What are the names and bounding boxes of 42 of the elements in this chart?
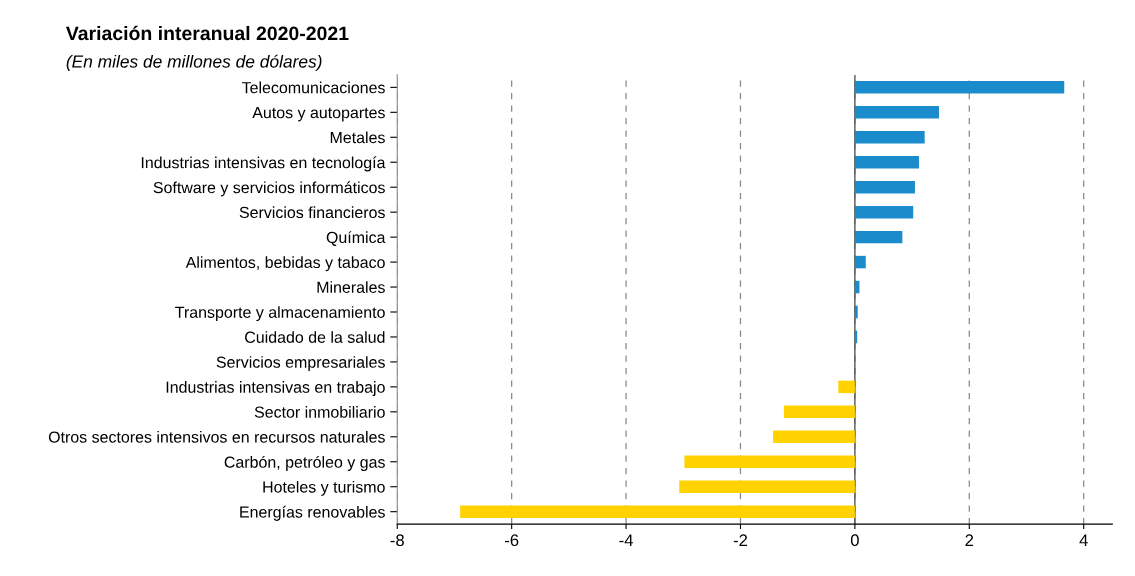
x-tick-label: 2 [965,534,974,546]
bar [773,430,855,444]
bar [854,305,858,319]
bar [854,81,1065,94]
y-tick-label: Sector inmobiliario [254,406,385,418]
bar [854,156,919,169]
bar [460,505,855,518]
bar [854,106,939,119]
y-tick-label: Energías renovables [240,505,385,521]
bar [838,380,855,394]
y-tick-label: Autos y autopartes [252,107,385,122]
y-tick-label: Cuidado de la salud [245,331,385,343]
y-tick-label: Industrias intensivas en tecnología [141,156,386,172]
y-tick-label: Química [326,231,386,246]
y-tick-label: Software y servicios informáticos [153,181,385,197]
x-tick-label: -6 [504,534,519,547]
bar [854,205,914,219]
y-tick-label: Servicios financieros [239,206,385,219]
bar [783,405,855,419]
bar [684,455,855,468]
y-tick-label: Otros sectores intensivos en recursos naturales [48,431,385,443]
y-tick-label: Hoteles y turismo [263,480,385,496]
x-tick-label: -8 [390,534,404,547]
x-tick-label: -2 [733,534,748,546]
bar [679,480,855,493]
y-tick-label: Minerales [317,281,385,293]
y-tick-label: Transporte y almacenamiento [175,306,385,322]
bar [854,180,915,194]
y-tick-label: Metales [330,131,385,144]
x-tick-label: 4 [1079,534,1088,546]
y-tick-label: Telecomunicaciones [241,81,385,94]
bar [854,230,903,244]
y-tick-label: Alimentos, bebidas y tabaco [185,256,385,272]
text: Variación interanual 2020-2021 [65,25,349,41]
y-tick-label: Carbón, petróleo y gas [224,455,385,471]
bar [854,131,925,144]
bar [854,255,866,269]
x-tick-label: -4 [619,534,633,546]
y-tick-label: Industrias intensivas en trabajo [166,381,385,396]
text: (En miles de millones de dólares) [66,54,322,72]
x-tick-label: 0 [850,534,859,547]
y-tick-label: Servicios empresariales [216,356,385,372]
